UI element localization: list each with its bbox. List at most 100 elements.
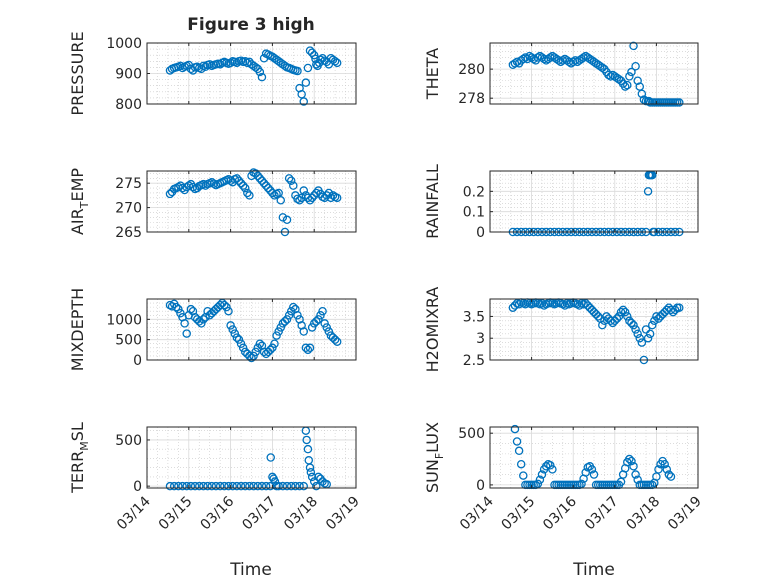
data-point (629, 41, 638, 51)
data-point (664, 470, 674, 479)
data-point (282, 315, 292, 324)
data-point (318, 477, 327, 486)
data-point (261, 481, 271, 491)
data-point (330, 57, 340, 66)
axes-box (146, 298, 357, 361)
data-point (224, 306, 233, 316)
data-point (266, 481, 275, 491)
data-point (224, 481, 233, 491)
data-point (643, 187, 653, 196)
y-tick-label: 0 (133, 479, 142, 495)
data-point (274, 327, 283, 336)
data-point (278, 213, 288, 222)
data-point (627, 456, 636, 466)
data-point (266, 186, 275, 195)
data-point (303, 345, 313, 355)
y-tick-label: 0.2 (463, 184, 485, 200)
data-point (230, 329, 240, 338)
data-point (633, 76, 642, 86)
data-point (186, 304, 196, 314)
data-point (593, 312, 603, 321)
series-terr (165, 426, 331, 491)
data-point (228, 481, 237, 491)
data-point (176, 308, 185, 318)
series-pressure (165, 46, 342, 106)
data-point (324, 327, 334, 336)
data-point (280, 317, 290, 326)
y-tick-label: 0 (476, 478, 485, 494)
data-point (305, 463, 315, 472)
data-point (209, 179, 219, 188)
data-point (268, 472, 277, 482)
data-point (174, 481, 183, 491)
data-point (201, 62, 210, 72)
data-point (207, 481, 217, 491)
subplot-air: 265 270 275 AIRTEMP (68, 168, 357, 241)
data-point (666, 472, 676, 481)
y-tick-label: 280 (458, 62, 485, 78)
data-point (255, 67, 265, 77)
data-point (293, 194, 302, 204)
y-tick-label: 3 (476, 331, 485, 347)
data-point (299, 97, 308, 106)
data-point (647, 320, 657, 330)
data-point (197, 319, 206, 328)
data-point (182, 329, 191, 338)
y-axis-label: MIXDEPTH (68, 288, 87, 371)
data-point (558, 299, 568, 309)
data-point (631, 325, 640, 334)
data-point (635, 333, 645, 343)
data-point (253, 343, 263, 353)
data-point (332, 337, 342, 346)
data-point (232, 58, 242, 68)
data-point (180, 319, 189, 328)
data-point (199, 179, 208, 189)
data-point (232, 174, 242, 183)
subplot-terr: 0 500 03/14 03/15 03/16 03/17 03/18 03/19 TERRMS… (68, 422, 363, 533)
data-point (174, 304, 183, 314)
data-point (274, 188, 283, 198)
data-point (306, 468, 316, 477)
data-point (320, 193, 329, 203)
y-axis-label: AIRTEMP (68, 168, 91, 235)
axes-box (489, 426, 699, 489)
data-point (251, 347, 260, 357)
data-point (514, 299, 524, 309)
data-point (299, 327, 308, 336)
data-point (307, 193, 317, 203)
data-point (172, 302, 181, 312)
x-tick-label: 03/18 (623, 494, 663, 534)
data-point (286, 481, 296, 491)
data-point (299, 186, 308, 195)
data-point (176, 61, 185, 71)
data-point (236, 339, 246, 348)
data-point (312, 481, 321, 491)
data-point (257, 72, 267, 82)
data-point (620, 307, 630, 317)
data-point (278, 481, 288, 491)
data-point (176, 181, 185, 190)
x-tick-label: 03/15 (499, 494, 539, 534)
data-point (643, 333, 653, 343)
data-point (546, 53, 555, 62)
x-tick-label: 03/19 (323, 494, 363, 534)
data-point (332, 193, 342, 203)
data-point (253, 481, 263, 491)
subplot-h2omixra: 2.5 3 3.5 H2OMIXRA (423, 287, 699, 372)
data-point (305, 46, 315, 55)
data-point (654, 465, 663, 474)
data-point (232, 333, 242, 342)
y-tick-label: 275 (115, 176, 142, 192)
data-point (571, 56, 580, 65)
data-point (232, 481, 242, 491)
data-point (650, 316, 659, 326)
data-point (620, 82, 630, 91)
data-point (328, 191, 338, 200)
data-point (305, 343, 315, 353)
data-point (521, 299, 530, 309)
data-point (270, 339, 279, 348)
data-point (589, 470, 599, 479)
data-point (234, 335, 244, 344)
y-tick-label: 1000 (106, 36, 142, 52)
data-point (314, 315, 323, 324)
